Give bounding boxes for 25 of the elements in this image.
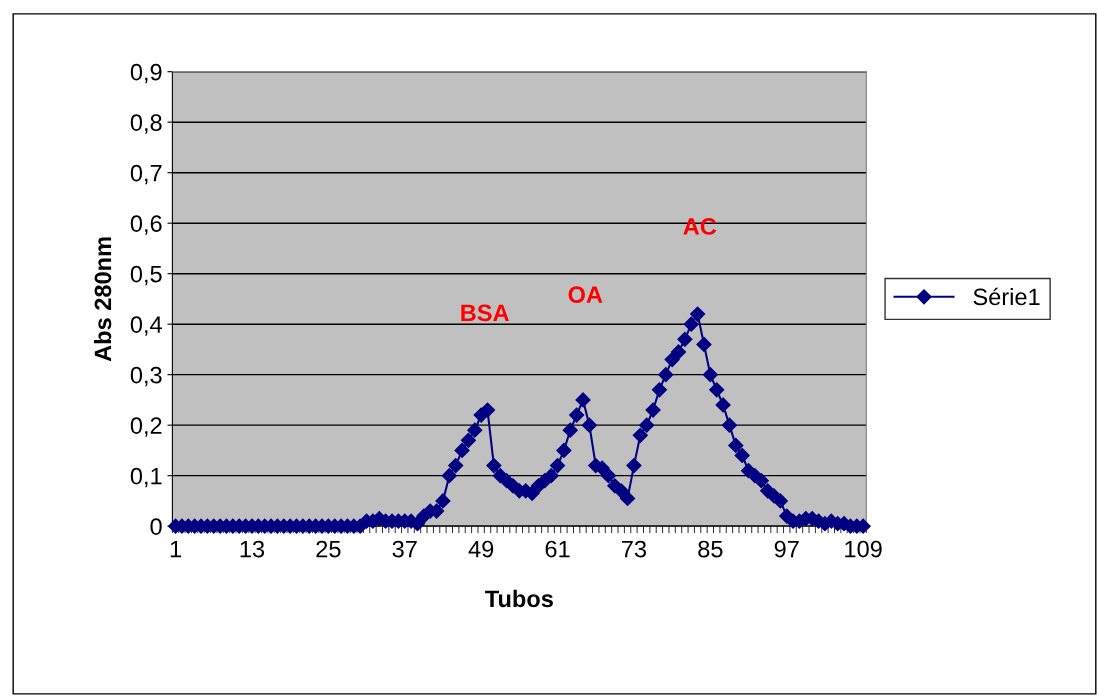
annotation: OA (568, 286, 603, 303)
legend-label: Série1 (973, 287, 1040, 306)
y-tick-label: 0,2 (130, 417, 162, 437)
x-tick-label: 97 (774, 540, 799, 558)
x-tick-label: 109 (845, 540, 882, 558)
annotation: BSA (461, 304, 509, 322)
y-tick-label: 0,1 (130, 467, 162, 488)
x-tick-label: 73 (622, 540, 647, 558)
x-tick-label: 85 (698, 540, 723, 558)
y-tick-label: 0,3 (130, 366, 162, 387)
x-tick-label: 61 (545, 540, 570, 558)
y-tick-label: 0 (150, 518, 162, 535)
y-tick-label: 0,7 (130, 164, 162, 185)
x-tick-label: 25 (316, 540, 341, 558)
x-axis-title: Tubos (485, 589, 553, 608)
y-tick-label: 0,4 (130, 316, 162, 336)
x-tick-label: 13 (240, 540, 265, 558)
x-tick-label: 1 (170, 540, 181, 558)
x-tick-label: 49 (468, 540, 494, 558)
y-tick-label: 0,5 (130, 265, 162, 286)
y-axis-title: Abs 280nm (93, 237, 112, 362)
y-tick-label: 0,9 (130, 63, 162, 84)
y-tick-label: 0,6 (130, 215, 162, 235)
x-tick-label: 37 (392, 540, 417, 558)
y-tick-label: 0,8 (130, 114, 162, 134)
